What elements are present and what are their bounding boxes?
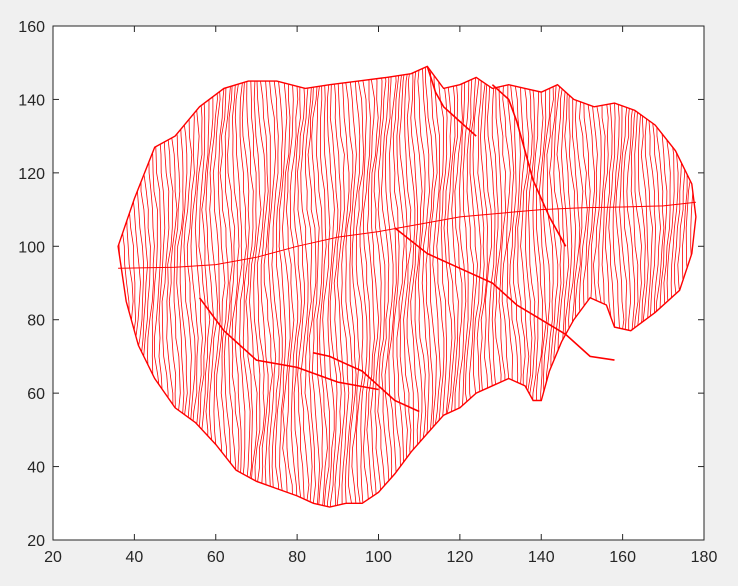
x-tick-label: 120: [447, 549, 474, 566]
trajectory-line: [366, 66, 376, 507]
x-tick-label: 100: [365, 549, 392, 566]
trajectory-line: [392, 66, 401, 507]
trajectory-line: [322, 66, 331, 507]
trajectory-line: [344, 66, 354, 507]
trajectory-line: [347, 66, 357, 507]
y-tick-label: 60: [27, 386, 45, 403]
trajectory-line: [219, 66, 229, 507]
trajectory-line: [227, 66, 237, 507]
trajectory-line: [377, 66, 387, 507]
trajectory-line: [329, 66, 339, 507]
trajectory-line: [363, 66, 371, 507]
y-tick-label: 100: [18, 239, 45, 256]
y-tick-label: 140: [18, 92, 45, 109]
inner-boundary-line: [426, 66, 477, 137]
inner-boundary-line: [313, 352, 420, 413]
inner-boundary-line: [198, 297, 379, 391]
x-tick-label: 180: [691, 549, 718, 566]
trajectory-line: [285, 66, 295, 507]
trajectory-line: [231, 66, 240, 507]
trajectory-line: [319, 66, 328, 507]
guide-line: [118, 201, 696, 269]
trajectory-line: [289, 66, 299, 507]
trajectory-line: [256, 66, 266, 507]
y-tick-label: 160: [18, 19, 45, 36]
trajectory-line: [304, 66, 313, 507]
trajectory-line: [300, 66, 310, 507]
trajectory-line: [373, 66, 383, 507]
x-tick-label: 60: [207, 549, 225, 566]
x-tick-label: 40: [125, 549, 143, 566]
trajectory-line: [238, 66, 247, 507]
outer-boundary-line: [117, 65, 697, 508]
trajectory-line: [293, 66, 302, 507]
trajectory-line: [359, 66, 368, 507]
x-tick-label: 80: [288, 549, 306, 566]
trajectory-line: [315, 66, 324, 507]
trajectory-line: [388, 66, 398, 507]
trajectory-line: [340, 66, 350, 507]
trajectory-line: [311, 66, 321, 507]
trajectory-line: [253, 66, 262, 507]
trajectory-line: [333, 66, 342, 507]
y-tick-label: 120: [18, 166, 45, 183]
trajectory-line: [282, 66, 291, 507]
trajectory-line: [326, 66, 335, 507]
trajectory-line: [307, 66, 317, 507]
y-tick-label: 20: [27, 533, 45, 550]
inner-boundary-line: [394, 227, 615, 361]
trajectory-line: [271, 66, 280, 507]
trajectory-line: [249, 66, 258, 507]
inner-boundary-line: [491, 84, 567, 247]
trajectory-line: [384, 66, 394, 507]
plot-area: [53, 26, 704, 540]
axes-group: 20 40 60 80 100 120 140 160 180 20 40 60 80 100 120 140…: [18, 19, 717, 566]
trajectory-line: [351, 66, 361, 507]
x-tick-label: 160: [609, 549, 636, 566]
trajectory-line: [263, 66, 273, 507]
trajectory-line: [260, 66, 269, 507]
trajectory-line: [336, 66, 346, 507]
x-tick-label: 20: [44, 549, 62, 566]
trajectory-line: [245, 66, 254, 507]
trajectory-line: [275, 66, 284, 507]
trajectory-line: [278, 66, 288, 507]
trajectory-line: [370, 66, 380, 507]
trajectory-line: [355, 66, 365, 507]
trajectory-line: [234, 66, 244, 507]
trajectory-line: [267, 66, 277, 507]
trajectory-line: [380, 66, 390, 507]
trajectory-line: [399, 66, 408, 507]
trajectory-line: [396, 66, 405, 507]
trajectory-line: [223, 66, 233, 507]
y-tick-label: 80: [27, 313, 45, 330]
trajectory-line: [241, 66, 251, 507]
x-tick-label: 140: [528, 549, 555, 566]
trajectory-line: [296, 66, 306, 507]
y-tick-label: 40: [27, 460, 45, 477]
